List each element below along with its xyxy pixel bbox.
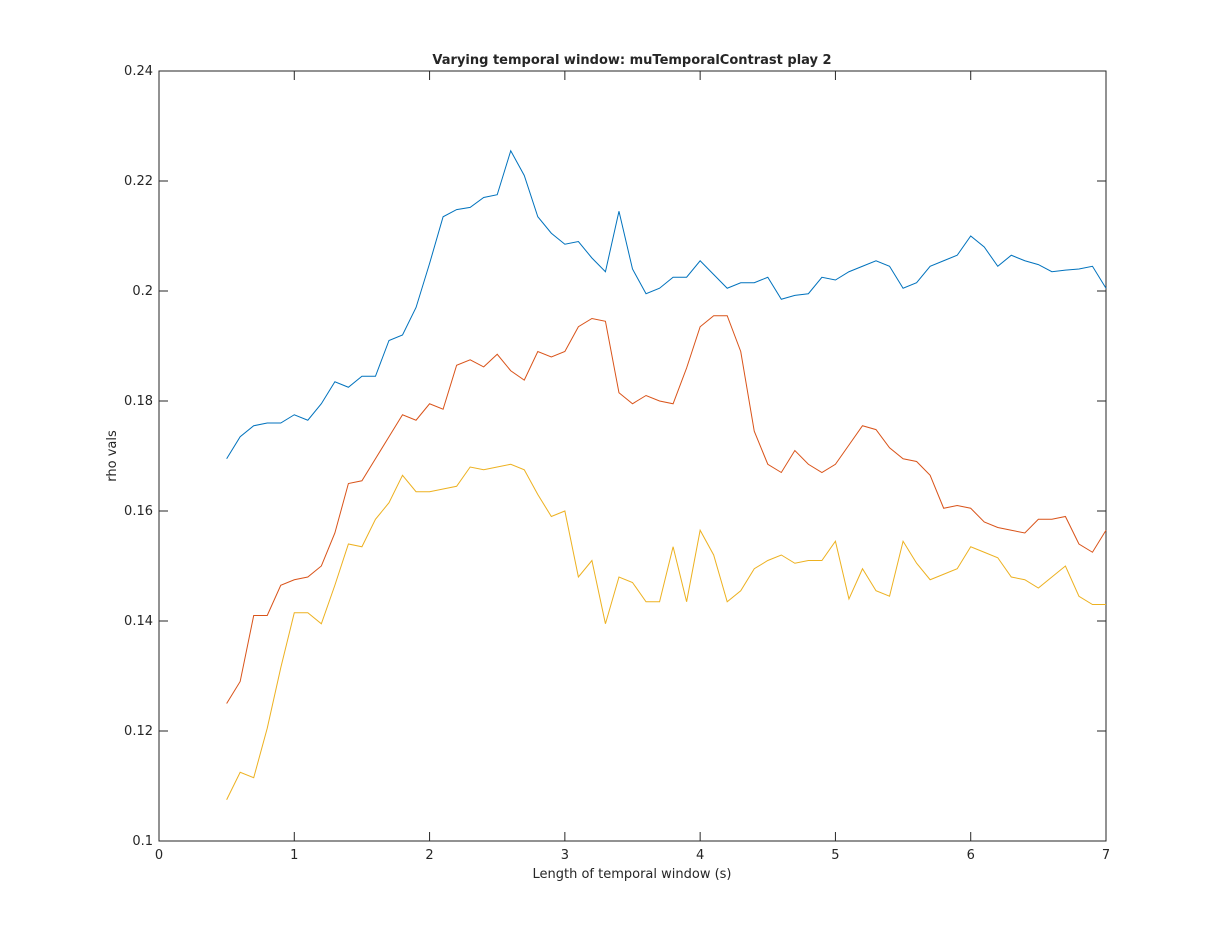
chart-title: Varying temporal window: muTemporalContr… [432, 53, 831, 68]
x-tick-label: 6 [967, 848, 975, 863]
x-tick-label: 7 [1102, 848, 1110, 863]
y-tick-label: 0.22 [124, 174, 153, 189]
series-line [226, 149, 1107, 460]
x-tick-label: 4 [696, 848, 704, 863]
plot-frame [158, 70, 1107, 842]
x-tick-label: 0 [155, 848, 163, 863]
y-tick-label: 0.16 [124, 504, 153, 519]
x-tick-label: 3 [561, 848, 569, 863]
x-tick-label: 1 [290, 848, 298, 863]
y-axis-label: rho vals [105, 430, 120, 482]
series-line [226, 463, 1106, 800]
x-axis-label: Length of temporal window (s) [532, 867, 731, 882]
x-tick-label: 5 [831, 848, 839, 863]
y-tick-label: 0.18 [124, 394, 153, 409]
y-tick-label: 0.14 [124, 614, 153, 629]
y-tick-label: 0.12 [124, 724, 153, 739]
x-tick-label: 2 [425, 848, 433, 863]
y-tick-label: 0.2 [132, 284, 153, 299]
series-line [226, 315, 1107, 704]
y-tick-label: 0.24 [124, 64, 153, 79]
y-tick-label: 0.1 [132, 834, 153, 849]
